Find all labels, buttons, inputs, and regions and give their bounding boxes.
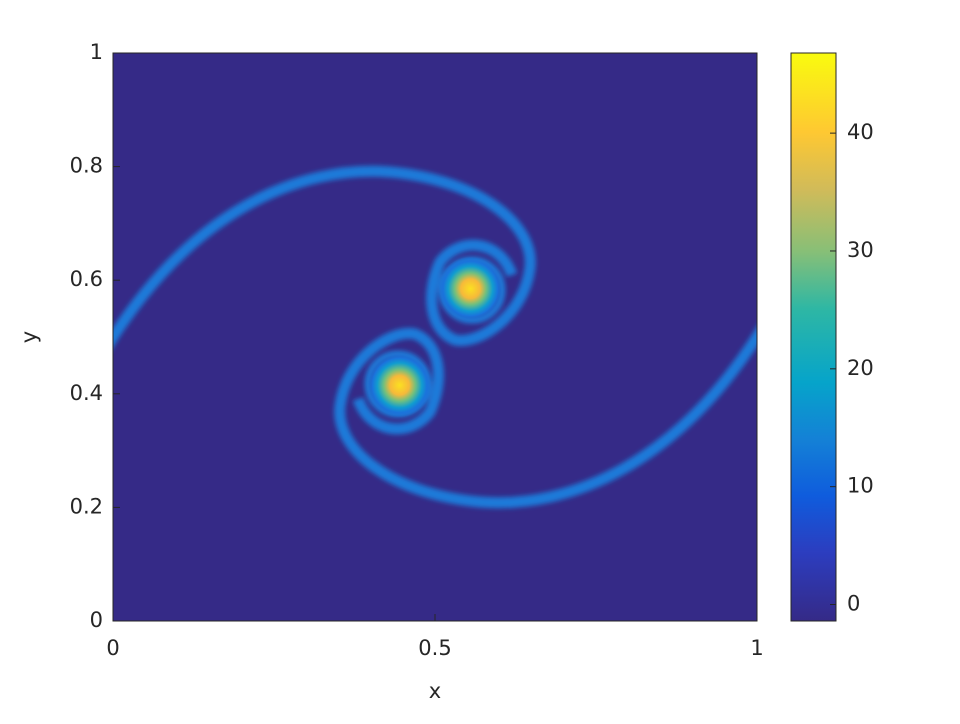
y-tick-label: 0 (90, 608, 103, 632)
y-tick-label: 1 (90, 40, 103, 64)
x-tick-label: 0.5 (418, 636, 451, 660)
colorbar-tick-label: 20 (847, 356, 874, 380)
y-tick-label: 0.2 (70, 494, 103, 518)
y-tick-label: 0.8 (70, 154, 103, 178)
colorbar-tick-label: 40 (847, 120, 874, 144)
vortex-core (438, 256, 503, 321)
y-axis-label: y (17, 331, 41, 343)
colorbar-tick-label: 0 (847, 592, 860, 616)
y-tick-label: 0.6 (70, 267, 103, 291)
x-tick-label: 1 (750, 636, 763, 660)
y-tick-label: 0.4 (70, 381, 103, 405)
x-tick-label: 0 (106, 636, 119, 660)
plot-background (113, 53, 757, 621)
colorbar-tick-label: 10 (847, 474, 874, 498)
colorbar (790, 52, 837, 622)
vortex-core (367, 353, 432, 418)
colorbar-tick-label: 30 (847, 238, 874, 262)
x-axis-label: x (429, 679, 441, 703)
